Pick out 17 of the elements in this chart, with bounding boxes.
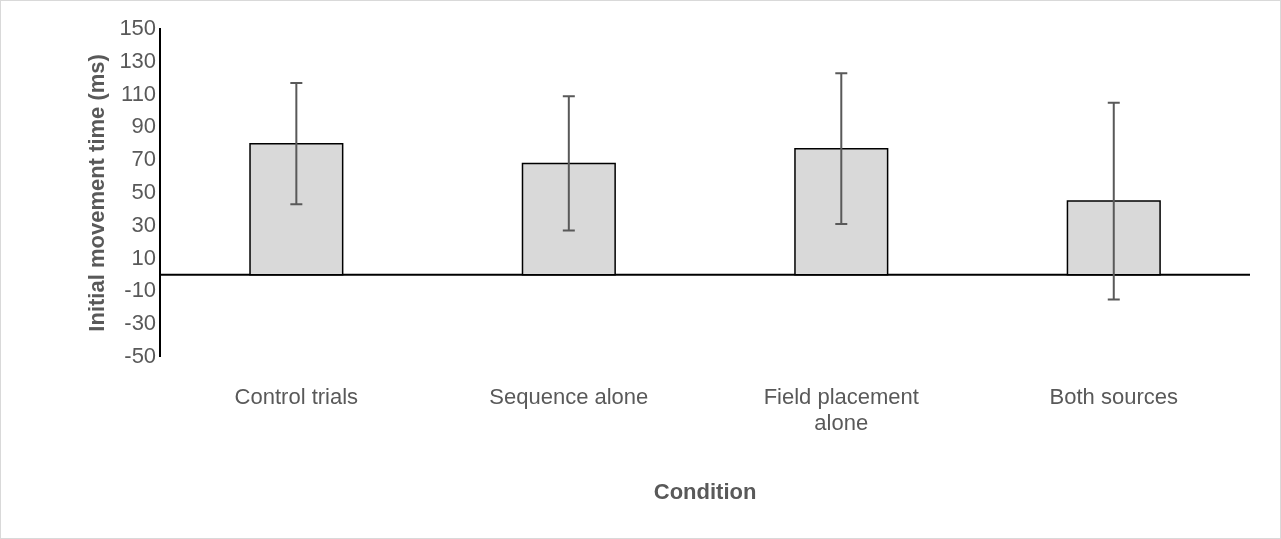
y-axis-title: Initial movement time (ms) <box>84 54 110 332</box>
y-tick-label: 150 <box>119 15 157 41</box>
x-tick-label: Both sources <box>1049 384 1178 410</box>
y-tick-label: 10 <box>131 244 157 270</box>
x-tick-label: Control trials <box>234 384 359 410</box>
y-tick-label: 30 <box>131 211 157 237</box>
y-tick-label: 50 <box>131 178 157 204</box>
x-tick-label: Field placement alone <box>763 384 919 436</box>
y-tick-label: 70 <box>131 146 157 172</box>
y-tick-label: 110 <box>121 80 157 106</box>
x-axis-title: Condition <box>653 478 757 504</box>
y-tick-label: -30 <box>124 310 157 336</box>
y-tick-label: -10 <box>124 277 157 303</box>
y-tick-label: 90 <box>131 113 157 139</box>
y-tick-label: -50 <box>124 342 157 368</box>
x-tick-label: Sequence alone <box>489 384 649 410</box>
y-tick-label: 130 <box>119 47 157 73</box>
